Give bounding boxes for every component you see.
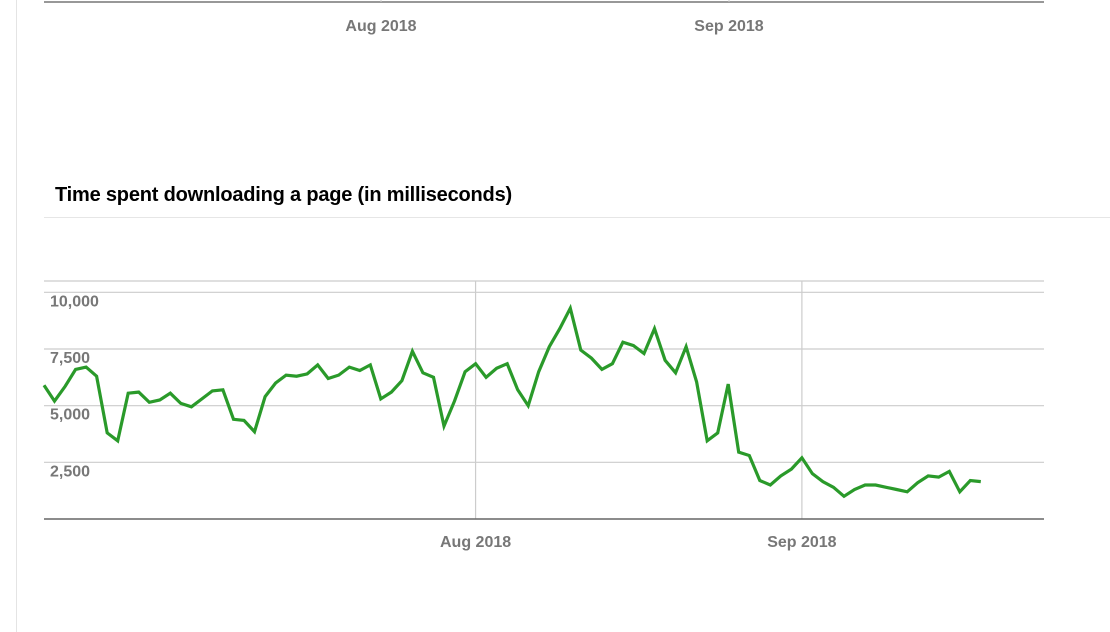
grid-layer (44, 280, 1044, 520)
previous-chart-x-tick-label: Aug 2018 (345, 18, 416, 35)
y-tick-label: 10,000 (50, 293, 99, 310)
previous-chart-x-tick-label: Sep 2018 (694, 18, 763, 35)
x-tick-label: Sep 2018 (767, 534, 836, 551)
series-layer (42, 303, 981, 499)
y-tick-label: 2,500 (50, 463, 90, 480)
series-line (42, 303, 981, 499)
previous-chart-fragment: Aug 2018 Sep 2018 (44, 0, 1044, 35)
label-layer: 2,500 5,000 7,500 10,000 Aug 2018 Sep 2018 (50, 293, 837, 551)
x-tick-label: Aug 2018 (440, 534, 511, 551)
y-tick-label: 5,000 (50, 407, 90, 424)
title-divider (44, 217, 1110, 218)
chart-title: Time spent downloading a page (in millis… (55, 184, 512, 206)
left-divider (16, 0, 17, 632)
y-tick-label: 7,500 (50, 350, 90, 367)
